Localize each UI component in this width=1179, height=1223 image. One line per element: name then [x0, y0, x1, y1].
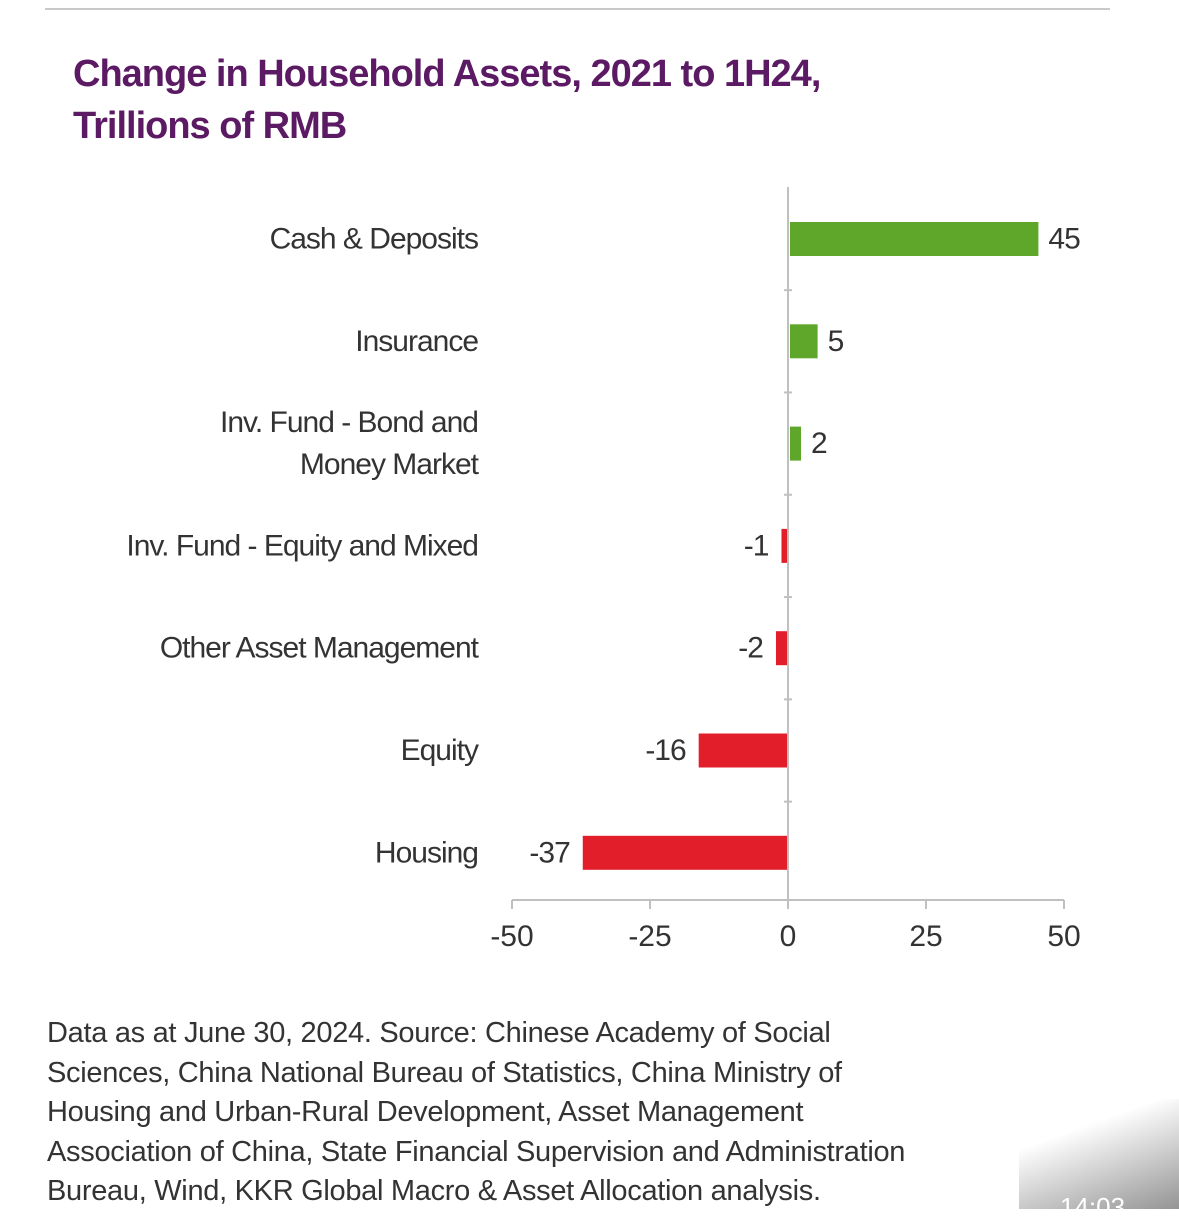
x-tick-label: 25 — [909, 920, 942, 953]
chart-title-line-2: Trillions of RMB — [73, 105, 347, 147]
x-tick-label: -25 — [628, 920, 671, 953]
corner-shadow — [1019, 1099, 1179, 1209]
value-label: -2 — [738, 632, 763, 665]
bar-chart: Cash & Deposits 45 Insurance 5 Inv. Fund - B… — [126, 187, 1081, 953]
chart-title: Change in Household Assets, 2021 to 1H24… — [73, 48, 973, 152]
source-line: Sciences, China National Bureau of Stati… — [47, 1056, 842, 1089]
chart-title-line-1: Change in Household Assets, 2021 to 1H24… — [73, 53, 821, 95]
category-label: Housing — [375, 836, 478, 869]
category-label: Inv. Fund - Bond and — [220, 406, 478, 439]
category-label: Money Market — [300, 448, 480, 481]
x-tick-label: 0 — [780, 920, 797, 953]
source-line: Housing and Urban-Rural Development, Ass… — [47, 1096, 804, 1128]
value-label: 45 — [1048, 223, 1080, 256]
bar — [790, 324, 818, 359]
category-label: Inv. Fund - Equity and Mixed — [126, 529, 478, 562]
bar — [775, 631, 787, 666]
category-label: Cash & Deposits — [270, 223, 478, 256]
category-label: Equity — [401, 734, 479, 767]
bar — [790, 222, 1039, 256]
value-label: -16 — [645, 734, 686, 767]
bar — [781, 528, 787, 563]
x-axis: -50 -25 0 25 50 — [490, 187, 1081, 953]
value-label: -1 — [744, 529, 769, 562]
top-divider — [45, 8, 1110, 10]
value-label: -37 — [529, 836, 570, 869]
value-label: 2 — [811, 427, 827, 460]
bar — [790, 426, 802, 461]
status-clock: 14:03 — [1060, 1192, 1126, 1222]
x-tick-label: -50 — [490, 920, 533, 953]
bar — [582, 835, 787, 870]
value-label: 5 — [828, 325, 844, 358]
x-tick-label: 50 — [1047, 920, 1080, 953]
category-label: Other Asset Management — [160, 632, 480, 665]
bar — [698, 733, 787, 768]
source-line: Bureau, Wind, KKR Global Macro & Asset A… — [47, 1175, 821, 1207]
category-label: Insurance — [355, 325, 478, 358]
source-line: Data as at June 30, 2024. Source: Chines… — [47, 1017, 831, 1049]
source-line: Association of China, State Financial Su… — [47, 1135, 906, 1168]
source-note: Data as at June 30, 2024. Source: Chines… — [47, 1014, 1117, 1212]
bars-layer: Cash & Deposits 45 Insurance 5 Inv. Fund - B… — [126, 222, 1081, 870]
